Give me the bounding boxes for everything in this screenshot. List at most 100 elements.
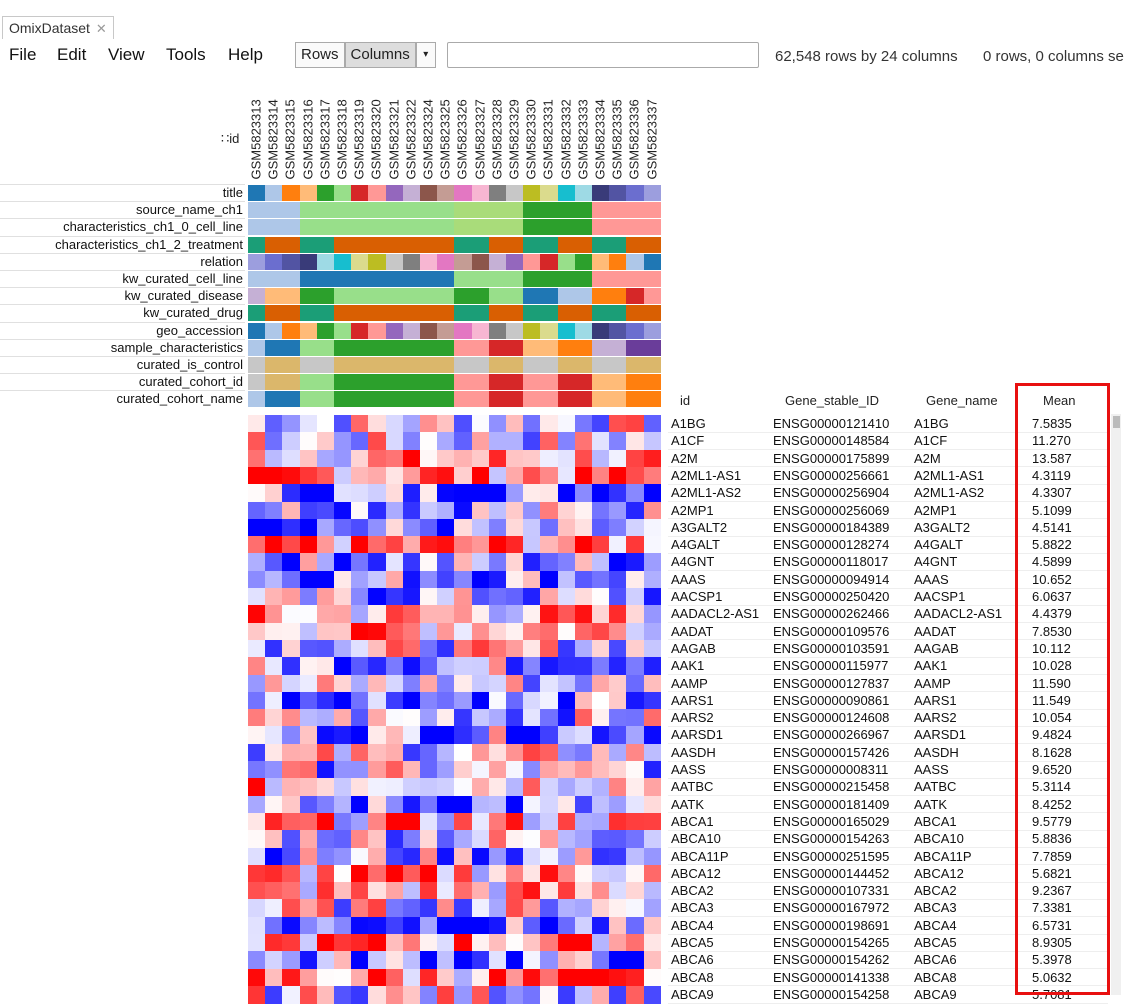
heatmap-cell[interactable] xyxy=(316,812,335,831)
heatmap-cell[interactable] xyxy=(385,778,404,797)
heatmap-cell[interactable] xyxy=(557,588,576,606)
heatmap-cell[interactable] xyxy=(334,484,352,502)
heatmap-cell[interactable] xyxy=(316,864,335,883)
heatmap-cell[interactable] xyxy=(368,916,387,935)
heatmap-cell[interactable] xyxy=(402,709,421,727)
heatmap-cell[interactable] xyxy=(592,432,610,451)
heatmap-cell[interactable] xyxy=(540,709,559,727)
heatmap-cell[interactable] xyxy=(609,847,627,866)
heatmap-cell[interactable] xyxy=(643,778,662,797)
heatmap-cell[interactable] xyxy=(609,518,627,537)
heatmap-cell[interactable] xyxy=(643,709,662,727)
heatmap-cell[interactable] xyxy=(557,674,576,693)
heatmap-cell[interactable] xyxy=(368,466,387,485)
menu-file[interactable]: File xyxy=(9,45,37,64)
heatmap-cell[interactable] xyxy=(506,674,524,693)
sample-column-header[interactable]: GSM5823327 xyxy=(472,88,488,180)
heatmap-cell[interactable] xyxy=(385,812,404,831)
heatmap-cell[interactable] xyxy=(609,934,627,952)
heatmap-cell[interactable] xyxy=(282,795,301,814)
heatmap-cell[interactable] xyxy=(420,830,438,848)
heatmap-cell[interactable] xyxy=(557,657,576,675)
heatmap-cell[interactable] xyxy=(454,415,473,433)
heatmap-cell[interactable] xyxy=(420,484,438,502)
heatmap-cell[interactable] xyxy=(351,570,369,589)
heatmap-cell[interactable] xyxy=(471,674,490,693)
heatmap-cell[interactable] xyxy=(299,639,318,658)
sample-column-header[interactable]: GSM5823316 xyxy=(300,88,316,180)
heatmap-cell[interactable] xyxy=(523,709,541,727)
heatmap-cell[interactable] xyxy=(609,761,627,779)
heatmap-cell[interactable] xyxy=(454,536,473,554)
heatmap-cell[interactable] xyxy=(402,588,421,606)
heatmap-cell[interactable] xyxy=(471,968,490,987)
sample-column-header[interactable]: GSM5823321 xyxy=(386,88,402,180)
heatmap-cell[interactable] xyxy=(248,518,266,537)
heatmap-cell[interactable] xyxy=(385,968,404,987)
heatmap-cell[interactable] xyxy=(574,709,593,727)
heatmap-cell[interactable] xyxy=(248,726,266,745)
heatmap-cell[interactable] xyxy=(402,778,421,797)
heatmap-cell[interactable] xyxy=(574,691,593,710)
heatmap-cell[interactable] xyxy=(574,951,593,970)
heatmap-cell[interactable] xyxy=(626,743,645,762)
heatmap-cell[interactable] xyxy=(334,536,352,554)
heatmap-cell[interactable] xyxy=(351,553,369,572)
heatmap-cell[interactable] xyxy=(351,639,369,658)
heatmap-cell[interactable] xyxy=(609,899,627,918)
dataset-tab[interactable]: OmixDataset ✕ xyxy=(2,16,114,39)
heatmap-cell[interactable] xyxy=(402,830,421,848)
heatmap-cell[interactable] xyxy=(334,968,352,987)
heatmap-cell[interactable] xyxy=(248,761,266,779)
heatmap-cell[interactable] xyxy=(248,415,266,433)
heatmap-cell[interactable] xyxy=(506,830,524,848)
heatmap-cell[interactable] xyxy=(282,536,301,554)
heatmap-cell[interactable] xyxy=(643,830,662,848)
heatmap-cell[interactable] xyxy=(471,691,490,710)
heatmap-cell[interactable] xyxy=(316,726,335,745)
heatmap-cell[interactable] xyxy=(265,657,283,675)
heatmap-cell[interactable] xyxy=(592,743,610,762)
heatmap-cell[interactable] xyxy=(557,622,576,641)
heatmap-cell[interactable] xyxy=(402,466,421,485)
heatmap-cell[interactable] xyxy=(488,466,507,485)
heatmap-cell[interactable] xyxy=(574,501,593,520)
heatmap-cell[interactable] xyxy=(385,916,404,935)
heatmap-cell[interactable] xyxy=(540,882,559,900)
heatmap-cell[interactable] xyxy=(265,726,283,745)
heatmap-cell[interactable] xyxy=(506,518,524,537)
heatmap-cell[interactable] xyxy=(299,536,318,554)
heatmap-cell[interactable] xyxy=(574,536,593,554)
heatmap-cell[interactable] xyxy=(540,899,559,918)
heatmap-cell[interactable] xyxy=(488,605,507,624)
heatmap-cell[interactable] xyxy=(368,899,387,918)
heatmap-cell[interactable] xyxy=(420,553,438,572)
heatmap-cell[interactable] xyxy=(523,795,541,814)
heatmap-cell[interactable] xyxy=(540,570,559,589)
heatmap-cell[interactable] xyxy=(471,466,490,485)
heatmap-cell[interactable] xyxy=(574,674,593,693)
heatmap-cell[interactable] xyxy=(557,916,576,935)
heatmap-cell[interactable] xyxy=(437,570,455,589)
heatmap-cell[interactable] xyxy=(368,449,387,468)
heatmap-cell[interactable] xyxy=(334,691,352,710)
heatmap-cell[interactable] xyxy=(265,501,283,520)
heatmap-cell[interactable] xyxy=(265,484,283,502)
heatmap-cell[interactable] xyxy=(402,934,421,952)
heatmap-cell[interactable] xyxy=(488,709,507,727)
heatmap-cell[interactable] xyxy=(626,812,645,831)
heatmap-cell[interactable] xyxy=(574,484,593,502)
heatmap-cell[interactable] xyxy=(506,605,524,624)
heatmap-cell[interactable] xyxy=(385,847,404,866)
heatmap-cell[interactable] xyxy=(592,761,610,779)
heatmap-cell[interactable] xyxy=(523,432,541,451)
heatmap-cell[interactable] xyxy=(282,449,301,468)
heatmap-cell[interactable] xyxy=(368,709,387,727)
heatmap-cell[interactable] xyxy=(368,882,387,900)
heatmap-cell[interactable] xyxy=(540,501,559,520)
heatmap-cell[interactable] xyxy=(523,882,541,900)
heatmap-cell[interactable] xyxy=(523,847,541,866)
heatmap-cell[interactable] xyxy=(488,588,507,606)
heatmap-cell[interactable] xyxy=(420,743,438,762)
heatmap-cell[interactable] xyxy=(299,466,318,485)
